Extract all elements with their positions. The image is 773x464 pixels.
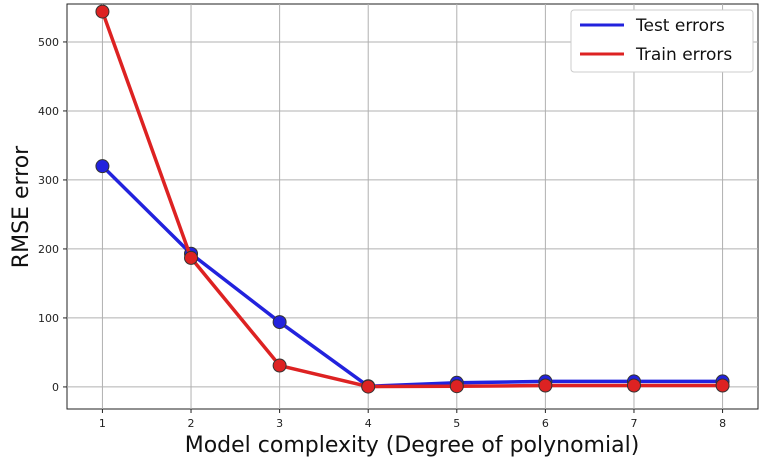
x-tick-label: 6 [542, 417, 549, 430]
x-tick-label: 2 [188, 417, 195, 430]
data-point-train-errors [715, 378, 730, 393]
series-line-test-errors [101, 164, 723, 388]
y-tick-label: 0 [52, 381, 59, 394]
data-point-test-errors [95, 159, 110, 174]
data-point-test-errors [272, 315, 287, 330]
data-point-train-errors [95, 4, 110, 19]
y-tick-label: 300 [38, 174, 59, 187]
data-point-train-errors [184, 250, 199, 265]
x-axis-title: Model complexity (Degree of polynomial) [185, 433, 640, 458]
data-point-train-errors [361, 379, 376, 394]
x-tick-label: 8 [719, 417, 726, 430]
axis-ticks: 1 2 3 4 5 6 7 8 0 100 200 300 400 500 [38, 36, 726, 430]
x-tick-label: 3 [276, 417, 283, 430]
legend-label-train-errors: Train errors [635, 45, 732, 65]
y-tick-label: 100 [38, 312, 59, 325]
x-tick-label: 7 [630, 417, 637, 430]
y-tick-label: 500 [38, 36, 59, 49]
data-point-train-errors [449, 379, 464, 394]
data-point-train-errors [272, 358, 287, 373]
data-point-train-errors [538, 378, 553, 393]
legend: Test errors Train errors [570, 9, 754, 73]
legend-label-test-errors: Test errors [635, 16, 725, 36]
y-axis-title: RMSE error [9, 145, 34, 268]
data-point-train-errors [626, 378, 641, 393]
x-tick-label: 4 [365, 417, 372, 430]
x-tick-label: 5 [453, 417, 460, 430]
x-tick-label: 1 [99, 417, 106, 430]
y-tick-label: 400 [38, 105, 59, 118]
series-line-train-errors [100, 10, 723, 389]
series-group [95, 4, 730, 394]
y-tick-label: 200 [38, 243, 59, 256]
